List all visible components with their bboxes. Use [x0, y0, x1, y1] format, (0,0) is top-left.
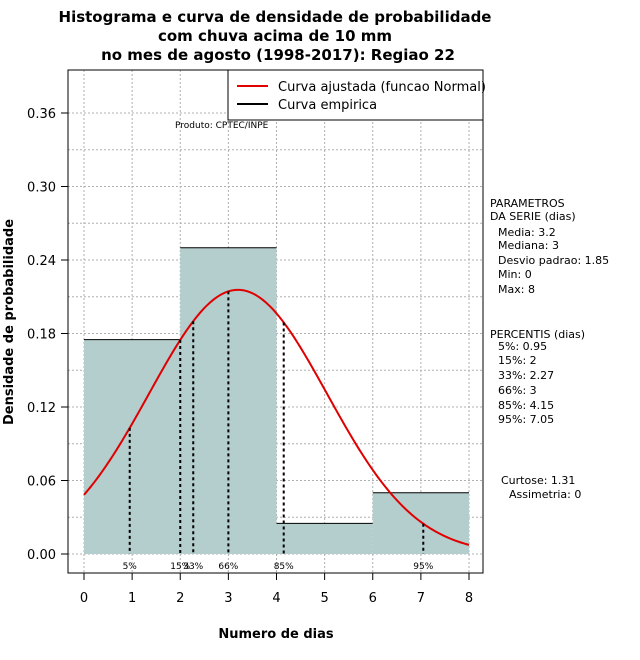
- x-tick-label: 4: [272, 591, 280, 606]
- histogram-bars: [84, 247, 469, 554]
- chart-title-line-1: Histograma e curva de densidade de proba…: [59, 8, 492, 26]
- legend-box: [227, 69, 484, 121]
- y-tick-label: 0.18: [27, 328, 56, 343]
- percentil-85: 85%: 4.15: [498, 399, 554, 412]
- x-tick-label: 2: [176, 591, 184, 606]
- x-tick-label: 6: [369, 591, 377, 606]
- percentil-66: 66%: 3: [498, 384, 537, 397]
- curtose: Curtose: 1.31: [501, 474, 575, 487]
- histogram-bar-3: [372, 492, 469, 554]
- percentil-15: 15%: 2: [498, 354, 537, 367]
- percentile-label-2: 33%: [183, 562, 203, 572]
- parametros-title-1: PARAMETROS: [490, 197, 565, 210]
- x-tick-label: 3: [224, 591, 232, 606]
- percentil-5: 5%: 0.95: [498, 340, 547, 353]
- legend: Curva ajustada (funcao Normal) Curva emp…: [227, 69, 486, 121]
- param-mediana: Mediana: 3: [498, 239, 559, 252]
- y-tick-label: 0.00: [27, 548, 56, 563]
- percentile-label-3: 66%: [218, 562, 238, 572]
- percentile-label-1: 15%: [170, 562, 190, 572]
- percentile-markers: 5% 15%33% 66% 85% 95%: [123, 291, 434, 572]
- y-tick-label: 0.24: [27, 254, 56, 269]
- y-tick-label: 0.06: [27, 475, 56, 490]
- source-note: Produto: CPTEC/INPE: [175, 121, 269, 131]
- side-panel: PARAMETROS DA SERIE (dias) Media: 3.2 Me…: [490, 197, 609, 501]
- percentile-label-4: 85%: [274, 562, 294, 572]
- parametros-title-2: DA SERIE (dias): [490, 210, 576, 223]
- y-axis-label: Densidade de probabilidade: [2, 219, 17, 425]
- y-tick-label: 0.36: [27, 107, 56, 122]
- x-tick-label: 0: [80, 591, 88, 606]
- param-max: Max: 8: [498, 283, 535, 296]
- percentile-label-5: 95%: [413, 562, 433, 572]
- y-tick-label: 0.30: [27, 181, 56, 196]
- legend-label-empirical: Curva empirica: [278, 98, 377, 113]
- percentil-33: 33%: 2.27: [498, 369, 554, 382]
- param-min: Min: 0: [498, 268, 532, 281]
- x-tick-label: 7: [417, 591, 425, 606]
- x-tick-label: 1: [128, 591, 136, 606]
- histogram-bar-0: [84, 339, 181, 554]
- percentis-title: PERCENTIS (dias): [490, 328, 585, 341]
- percentile-label-0: 5%: [123, 562, 138, 572]
- y-tick-label: 0.12: [27, 401, 56, 416]
- x-tick-label: 8: [465, 591, 473, 606]
- normal-curve-layer: [83, 288, 470, 546]
- x-axis-label: Numero de dias: [218, 627, 334, 642]
- histogram-bar-2: [276, 523, 373, 554]
- param-media: Media: 3.2: [498, 226, 556, 239]
- assimetria: Assimetria: 0: [509, 488, 581, 501]
- legend-label-normal: Curva ajustada (funcao Normal): [278, 80, 486, 95]
- param-desvio: Desvio padrao: 1.85: [498, 254, 609, 267]
- percentil-95: 95%: 7.05: [498, 413, 554, 426]
- chart-title-line-2: com chuva acima de 10 mm: [158, 27, 392, 45]
- normal-curve: [83, 288, 470, 546]
- chart-title-line-3: no mes de agosto (1998-2017): Regiao 22: [101, 46, 455, 64]
- x-tick-label: 5: [320, 591, 328, 606]
